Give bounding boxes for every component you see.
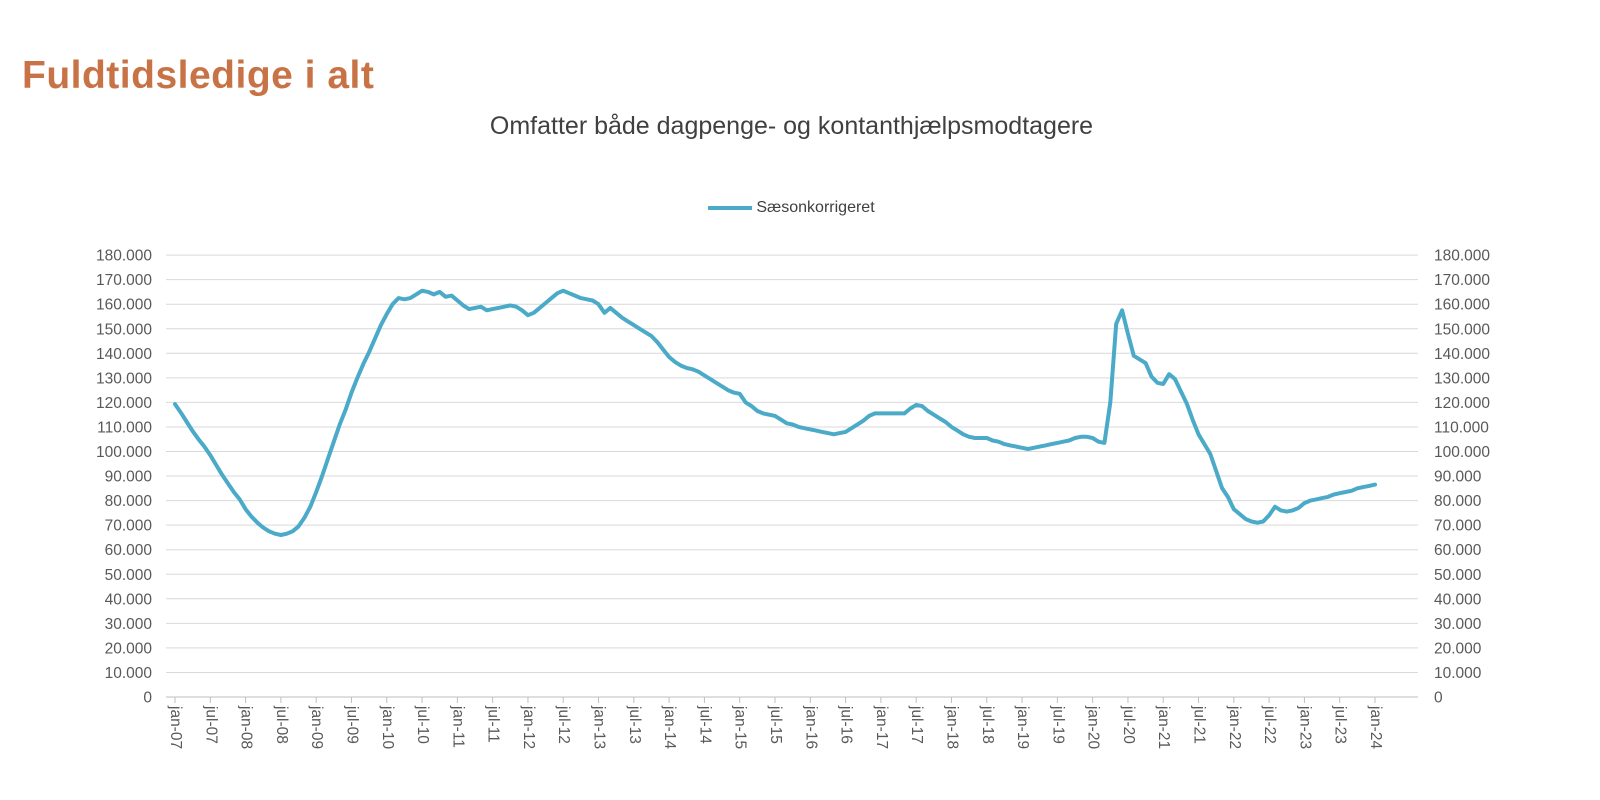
x-axis-label: jan-07 <box>167 705 184 749</box>
x-axis-label: jan-21 <box>1155 705 1172 749</box>
y-axis-label-left: 140.000 <box>96 346 152 363</box>
y-axis-label-left: 100.000 <box>96 444 152 461</box>
y-axis-label-left: 70.000 <box>105 518 153 535</box>
x-axis-label: jul-18 <box>979 705 996 744</box>
x-axis-label: jan-17 <box>873 705 890 749</box>
x-axis-label: jan-13 <box>591 705 608 749</box>
y-axis-label-right: 60.000 <box>1434 542 1482 559</box>
x-axis-label: jul-13 <box>626 705 643 744</box>
y-axis-label-left: 170.000 <box>96 272 152 289</box>
x-axis-label: jul-23 <box>1332 705 1349 744</box>
page-title: Fuldtidsledige i alt <box>22 54 375 98</box>
x-axis-label: jul-10 <box>414 705 431 744</box>
y-axis-label-right: 30.000 <box>1434 616 1482 633</box>
y-axis-label-right: 70.000 <box>1434 518 1482 535</box>
y-axis-label-right: 0 <box>1434 690 1443 707</box>
y-axis-label-left: 30.000 <box>105 616 153 633</box>
x-axis-label: jan-10 <box>379 705 396 749</box>
y-axis-label-left: 150.000 <box>96 321 152 338</box>
y-axis-label-left: 10.000 <box>105 665 153 682</box>
x-axis-label: jan-22 <box>1226 705 1243 749</box>
y-axis-label-right: 100.000 <box>1434 444 1490 461</box>
x-axis-label: jan-19 <box>1014 705 1031 749</box>
chart-subtitle: Omfatter både dagpenge- og kontanthjælps… <box>489 112 1094 140</box>
y-axis-label-left: 0 <box>143 690 152 707</box>
x-axis-label: jul-20 <box>1120 705 1137 744</box>
x-axis-label: jul-09 <box>343 705 360 744</box>
x-axis-label: jul-14 <box>696 705 713 744</box>
y-axis-label-left: 40.000 <box>105 591 153 608</box>
x-axis-label: jan-20 <box>1085 705 1102 749</box>
x-axis-label: jan-24 <box>1367 705 1384 749</box>
y-axis-label-left: 80.000 <box>105 493 153 510</box>
y-axis-label-right: 180.000 <box>1434 248 1490 265</box>
x-axis-label: jul-07 <box>202 705 219 744</box>
y-axis-label-left: 60.000 <box>105 542 153 559</box>
x-axis-label: jan-11 <box>449 705 466 748</box>
legend-line-marker <box>708 205 753 211</box>
x-axis-label: jan-09 <box>308 705 325 749</box>
x-axis-label: jul-22 <box>1261 705 1278 744</box>
x-axis-label: jul-12 <box>555 705 572 744</box>
x-axis-label: jan-12 <box>520 705 537 749</box>
y-axis-label-left: 160.000 <box>96 297 152 314</box>
y-axis-label-right: 120.000 <box>1434 395 1490 412</box>
y-axis-label-left: 120.000 <box>96 395 152 412</box>
y-axis-label-right: 140.000 <box>1434 346 1490 363</box>
y-axis-label-right: 10.000 <box>1434 665 1482 682</box>
y-axis-label-right: 150.000 <box>1434 321 1490 338</box>
y-axis-label-left: 90.000 <box>105 469 153 486</box>
y-axis-label-right: 110.000 <box>1434 419 1489 436</box>
x-axis-label: jan-14 <box>661 705 678 749</box>
series-line-saesonkorrigeret <box>173 288 1377 537</box>
x-axis-label: jan-16 <box>802 705 819 749</box>
y-axis-label-left: 110.000 <box>97 419 152 436</box>
x-axis-label: jul-08 <box>273 705 290 744</box>
x-axis-label: jul-11 <box>485 705 502 743</box>
x-axis-label: jan-18 <box>943 705 960 749</box>
x-axis-label: jan-23 <box>1296 705 1313 749</box>
x-axis-label: jul-19 <box>1049 705 1066 744</box>
y-axis-label-left: 180.000 <box>96 248 152 265</box>
x-axis-label: jan-08 <box>238 705 255 749</box>
y-axis-label-right: 90.000 <box>1434 469 1482 486</box>
y-axis-label-right: 20.000 <box>1434 640 1482 657</box>
y-axis-label-right: 170.000 <box>1434 272 1490 289</box>
y-axis-label-right: 80.000 <box>1434 493 1482 510</box>
y-axis-label-right: 50.000 <box>1434 567 1482 584</box>
x-axis-label: jul-16 <box>838 705 855 744</box>
y-axis-label-left: 50.000 <box>105 567 153 584</box>
legend-series-label: Sæsonkorrigeret <box>756 199 875 216</box>
y-axis-label-right: 130.000 <box>1434 370 1490 387</box>
y-axis-label-right: 160.000 <box>1434 297 1490 314</box>
y-axis-label-left: 20.000 <box>105 640 153 657</box>
y-axis-label-left: 130.000 <box>96 370 152 387</box>
x-axis-label: jan-15 <box>732 705 749 749</box>
x-axis-label: jul-15 <box>767 705 784 744</box>
y-axis-label-right: 40.000 <box>1434 591 1482 608</box>
x-axis-label: jul-17 <box>908 705 925 744</box>
chart-legend: Sæsonkorrigeret <box>165 199 1418 217</box>
x-axis-label: jul-21 <box>1191 705 1208 744</box>
